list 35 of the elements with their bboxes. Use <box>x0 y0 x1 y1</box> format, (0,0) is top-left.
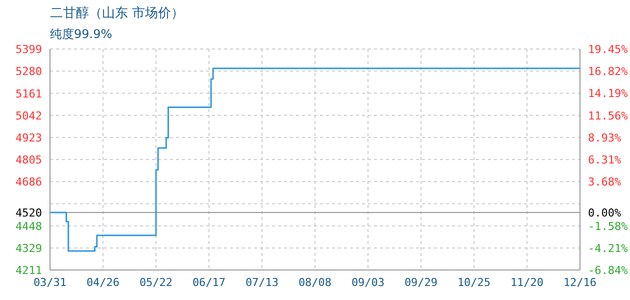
y-tick-label: 5280 <box>16 65 42 78</box>
y2-tick-label: 11.56% <box>588 109 628 122</box>
y-tick-label: 4329 <box>16 242 42 256</box>
x-tick-label: 08/08 <box>298 276 332 289</box>
y2-tick-label: 0.00% <box>588 206 622 220</box>
y2-tick-label: -4.21% <box>588 242 628 255</box>
y-tick-label: 5399 <box>16 43 42 56</box>
y-tick-label: 4686 <box>16 176 42 189</box>
y2-tick-label: 19.45% <box>588 43 628 56</box>
x-tick-label: 07/13 <box>245 276 279 289</box>
x-tick-label: 12/16 <box>563 276 597 289</box>
x-tick-label: 03/31 <box>33 276 67 289</box>
y-tick-label: 4520 <box>16 206 42 220</box>
chart-subtitle: 纯度99.9% <box>50 26 112 43</box>
y2-tick-label: 6.31% <box>588 153 622 166</box>
x-tick-label: 11/20 <box>510 276 544 289</box>
chart-title: 二甘醇（山东 市场价） <box>50 5 184 22</box>
y2-tick-label: 8.93% <box>588 131 622 144</box>
y-tick-label: 5161 <box>16 87 42 100</box>
y-tick-label: 4211 <box>16 264 42 277</box>
x-tick-label: 09/03 <box>351 276 385 289</box>
y2-tick-label: -1.58% <box>588 220 628 233</box>
x-tick-label: 06/17 <box>192 276 226 289</box>
x-tick-label: 09/29 <box>404 276 438 289</box>
y-tick-label: 4805 <box>16 154 42 166</box>
y-tick-label: 4448 <box>16 220 42 233</box>
y2-tick-label: 3.68% <box>588 176 622 189</box>
x-tick-label: 05/22 <box>139 276 173 289</box>
y2-tick-label: 14.19% <box>588 87 628 100</box>
y-tick-label: 5042 <box>16 109 42 122</box>
y2-tick-label: 16.82% <box>588 65 628 78</box>
x-tick-label: 04/26 <box>86 276 120 289</box>
y-tick-label: 4923 <box>16 132 42 145</box>
y2-tick-label: -6.84% <box>588 264 628 277</box>
x-tick-label: 10/25 <box>457 276 491 289</box>
